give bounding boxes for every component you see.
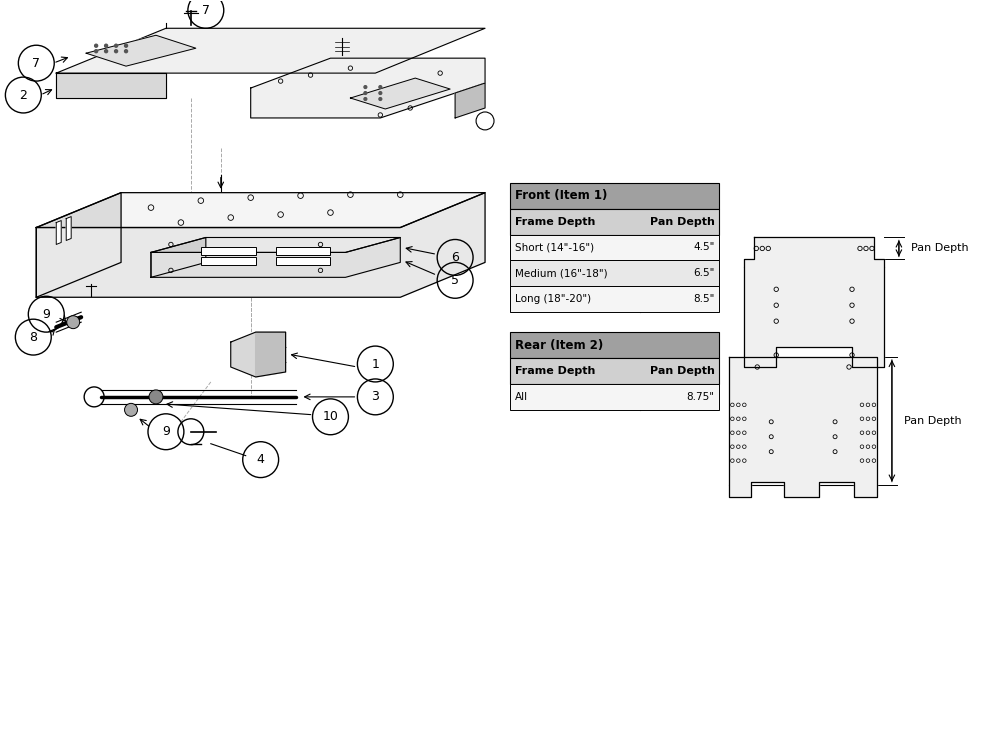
Text: Pan Depth: Pan Depth	[911, 244, 968, 253]
Circle shape	[364, 97, 367, 100]
FancyBboxPatch shape	[510, 286, 719, 313]
Text: 3: 3	[371, 390, 379, 403]
Text: Frame Depth: Frame Depth	[515, 217, 595, 226]
Polygon shape	[350, 78, 450, 109]
Polygon shape	[151, 237, 206, 277]
Polygon shape	[56, 220, 61, 244]
Text: 4.5": 4.5"	[693, 242, 714, 253]
Bar	[276, 247, 330, 255]
Text: 9: 9	[42, 307, 50, 321]
Text: 6.5": 6.5"	[693, 269, 714, 278]
Circle shape	[379, 92, 382, 94]
Polygon shape	[151, 237, 400, 253]
Circle shape	[115, 50, 118, 53]
FancyBboxPatch shape	[510, 261, 719, 286]
FancyBboxPatch shape	[510, 332, 719, 358]
FancyBboxPatch shape	[510, 209, 719, 234]
Text: 10: 10	[323, 411, 338, 423]
Circle shape	[125, 44, 128, 48]
Polygon shape	[36, 193, 485, 297]
Circle shape	[125, 50, 128, 53]
Circle shape	[67, 315, 80, 329]
Circle shape	[105, 50, 108, 53]
Circle shape	[379, 97, 382, 100]
Text: 9: 9	[162, 425, 170, 438]
Polygon shape	[729, 357, 877, 496]
Circle shape	[95, 50, 98, 53]
Polygon shape	[744, 237, 884, 367]
Text: Frame Depth: Frame Depth	[515, 366, 595, 376]
Polygon shape	[56, 29, 485, 73]
Circle shape	[115, 44, 118, 48]
Circle shape	[379, 86, 382, 89]
Circle shape	[364, 86, 367, 89]
Text: 8.5": 8.5"	[693, 294, 714, 305]
Polygon shape	[66, 217, 71, 241]
FancyBboxPatch shape	[510, 183, 719, 209]
FancyBboxPatch shape	[510, 234, 719, 261]
Bar	[201, 247, 256, 255]
Polygon shape	[455, 83, 485, 118]
Polygon shape	[151, 237, 400, 277]
Circle shape	[125, 403, 138, 417]
Circle shape	[149, 390, 163, 404]
Circle shape	[364, 92, 367, 94]
Polygon shape	[86, 35, 196, 66]
Text: 6: 6	[451, 251, 459, 264]
Text: 5: 5	[451, 274, 459, 287]
Text: 2: 2	[19, 89, 27, 102]
Text: Rear (Item 2): Rear (Item 2)	[515, 339, 603, 351]
Text: 4: 4	[257, 453, 265, 466]
Polygon shape	[251, 58, 485, 118]
Text: Long (18"-20"): Long (18"-20")	[515, 294, 591, 305]
Text: Medium (16"-18"): Medium (16"-18")	[515, 269, 608, 278]
Circle shape	[95, 44, 98, 48]
Text: Short (14"-16"): Short (14"-16")	[515, 242, 594, 253]
FancyBboxPatch shape	[510, 384, 719, 410]
Text: Front (Item 1): Front (Item 1)	[515, 189, 607, 202]
Polygon shape	[36, 193, 485, 228]
Text: Pan Depth: Pan Depth	[650, 366, 714, 376]
Text: All: All	[515, 392, 528, 402]
Circle shape	[105, 44, 108, 48]
Polygon shape	[256, 332, 286, 377]
Text: 1: 1	[371, 357, 379, 370]
Bar	[276, 258, 330, 266]
Bar	[201, 258, 256, 266]
FancyBboxPatch shape	[510, 358, 719, 384]
Text: 8.75": 8.75"	[686, 392, 714, 402]
Polygon shape	[36, 193, 121, 297]
Text: Pan Depth: Pan Depth	[650, 217, 714, 226]
Polygon shape	[56, 73, 166, 98]
Text: 7: 7	[202, 4, 210, 17]
Text: 8: 8	[29, 331, 37, 343]
Polygon shape	[231, 332, 286, 377]
Text: Pan Depth: Pan Depth	[904, 416, 962, 426]
Text: 7: 7	[32, 56, 40, 70]
